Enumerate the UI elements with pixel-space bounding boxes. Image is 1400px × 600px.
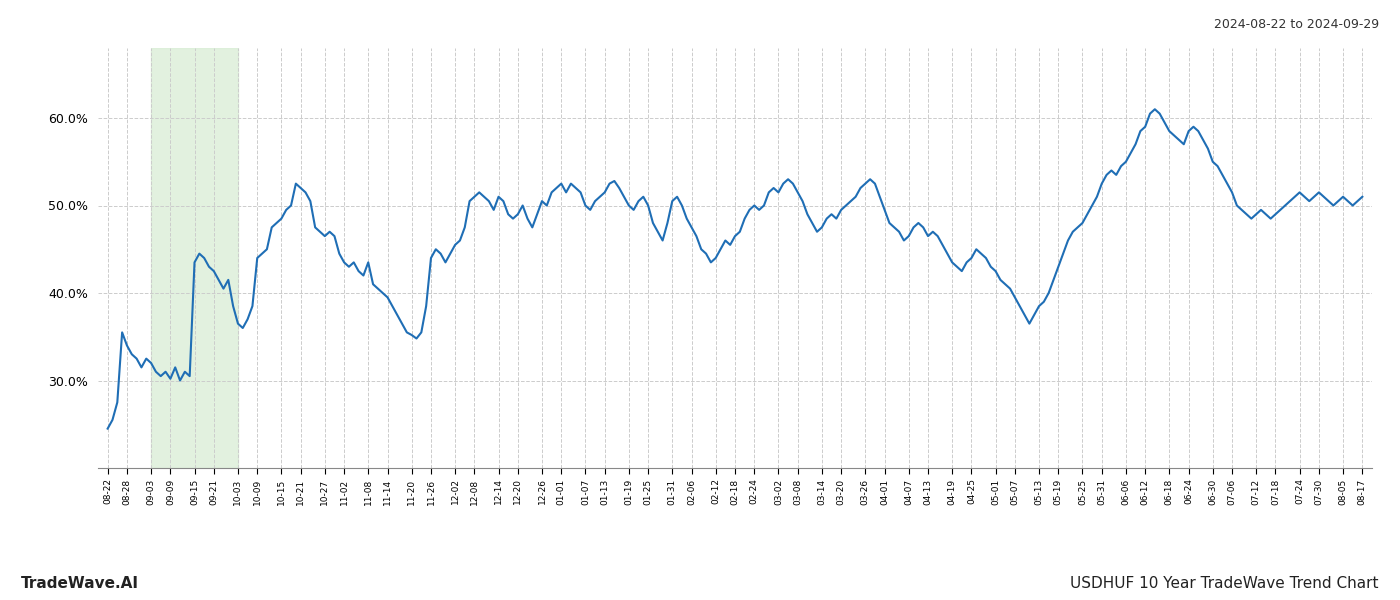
Text: 2024-08-22 to 2024-09-29: 2024-08-22 to 2024-09-29 xyxy=(1214,18,1379,31)
Bar xyxy=(151,48,238,468)
Text: TradeWave.AI: TradeWave.AI xyxy=(21,576,139,591)
Text: USDHUF 10 Year TradeWave Trend Chart: USDHUF 10 Year TradeWave Trend Chart xyxy=(1071,576,1379,591)
